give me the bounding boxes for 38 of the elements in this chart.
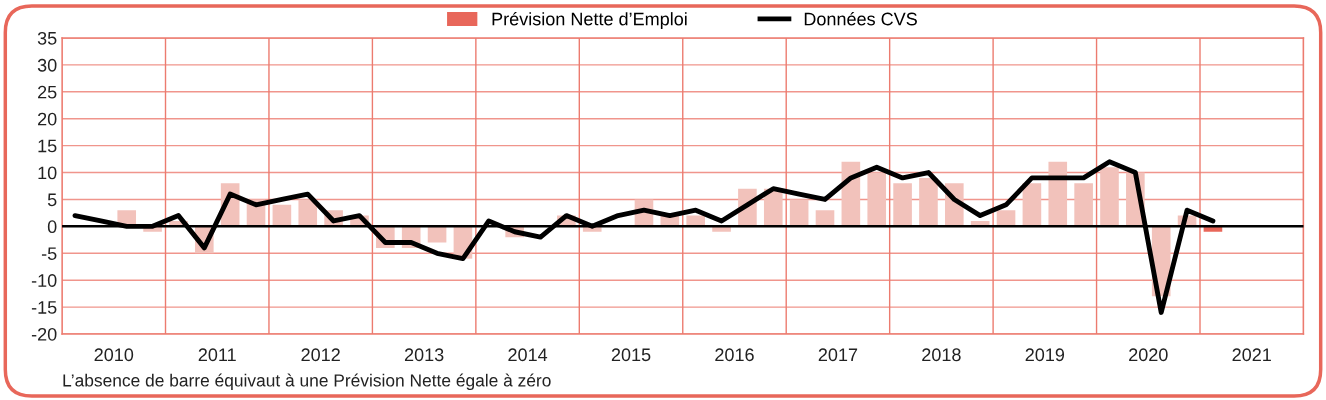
bar (272, 204, 292, 227)
x-tick-label: 2011 (198, 348, 236, 362)
text: L’absence de barre équivaut à une Prévision Nette égale à zéro (63, 373, 551, 390)
x-tick-label: 2013 (404, 348, 444, 362)
y-tick-label: 30 (37, 58, 57, 72)
x-tick-label: 2010 (94, 348, 134, 362)
x-tick-label: 2021 (1232, 348, 1271, 362)
bar (867, 172, 887, 227)
legend-label: Prévision Nette d’Emploi (492, 11, 687, 29)
bar (298, 199, 318, 227)
bar (919, 177, 938, 227)
x-tick-label: 2018 (922, 348, 961, 362)
bar (789, 199, 809, 227)
y-tick-label: 20 (38, 112, 57, 126)
bar (1048, 161, 1068, 227)
bar (1100, 167, 1119, 227)
y-tick-label: -5 (41, 247, 57, 260)
y-tick-label: 35 (37, 31, 57, 45)
y-tick-label: -10 (31, 274, 57, 287)
x-tick-label: 2016 (715, 348, 754, 362)
y-tick-label: 0 (47, 220, 57, 234)
y-tick-label: 5 (47, 193, 57, 207)
x-tick-label: 2014 (508, 348, 548, 362)
bar (1074, 183, 1093, 227)
y-tick-label: 15 (38, 139, 57, 153)
bar (893, 183, 912, 227)
bar (815, 210, 835, 227)
x-tick-label: 2012 (301, 348, 340, 362)
x-tick-label: 2019 (1025, 348, 1065, 362)
y-tick-label: -15 (31, 301, 57, 314)
x-tick-label: 2017 (818, 348, 858, 362)
bar (1022, 183, 1042, 227)
y-tick-label: 10 (38, 166, 57, 180)
y-tick-label: -20 (31, 327, 57, 341)
legend-label: Données CVS (804, 11, 917, 26)
y-tick-label: 25 (38, 85, 57, 99)
x-tick-label: 2020 (1129, 348, 1168, 362)
x-tick-label: 2015 (611, 348, 651, 362)
